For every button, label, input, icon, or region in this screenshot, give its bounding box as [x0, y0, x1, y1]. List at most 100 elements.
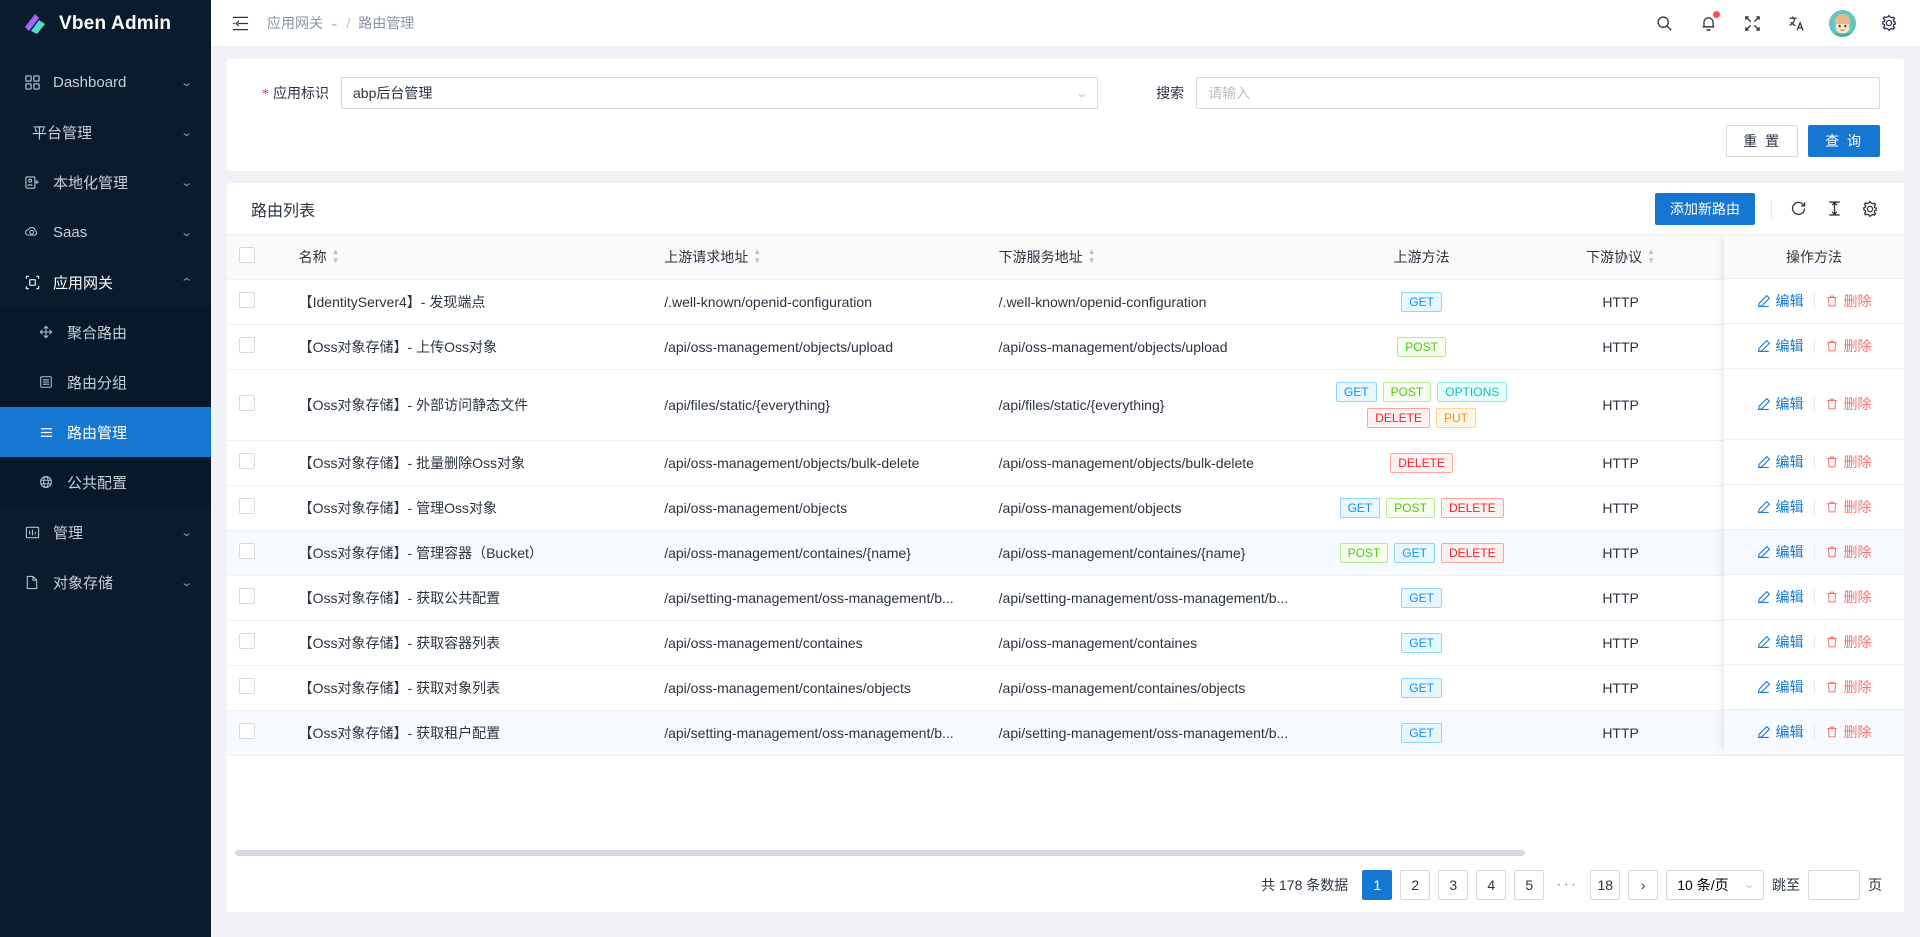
row-checkbox[interactable] — [239, 337, 255, 353]
row-checkbox[interactable] — [239, 498, 255, 514]
row-checkbox[interactable] — [239, 723, 255, 739]
app-identifier-select[interactable]: abp后台管理 ⌄ — [341, 77, 1099, 109]
row-actions: 编辑 删除 — [1724, 620, 1904, 665]
column-header-protocol[interactable]: 下游协议 ▲ ▼ — [1522, 235, 1720, 280]
sidebar-item-route-group[interactable]: 路由分组 — [0, 357, 211, 407]
page-button-2[interactable]: 2 — [1400, 870, 1431, 900]
row-checkbox[interactable] — [239, 453, 255, 469]
row-checkbox[interactable] — [239, 678, 255, 694]
gear-icon[interactable] — [1860, 199, 1880, 219]
refresh-icon[interactable] — [1788, 199, 1808, 219]
page-button-1[interactable]: 1 — [1362, 870, 1393, 900]
add-route-button[interactable]: 添加新路由 — [1655, 192, 1755, 225]
table-row[interactable]: 【Oss对象存储】- 外部访问静态文件/api/files/static/{ev… — [227, 369, 1904, 441]
bell-icon[interactable] — [1697, 11, 1720, 34]
sort-icon[interactable]: ▲ ▼ — [1087, 247, 1096, 266]
horizontal-scrollbar[interactable] — [227, 848, 1904, 858]
search-input[interactable]: 请输入 — [1196, 77, 1880, 109]
column-header-downstream[interactable]: 下游服务地址 ▲ ▼ — [986, 235, 1322, 280]
sidebar-item-localization[interactable]: 本地化管理 ⌄ — [0, 157, 211, 207]
table-row[interactable]: 【Oss对象存储】- 管理容器（Bucket）/api/oss-manageme… — [227, 530, 1904, 576]
sort-icon[interactable]: ▲ ▼ — [753, 247, 762, 266]
delete-label: 删除 — [1843, 724, 1872, 740]
query-button[interactable]: 查 询 — [1808, 125, 1880, 157]
next-page-button[interactable]: › — [1628, 870, 1659, 900]
table-row[interactable]: 【Oss对象存储】- 获取公共配置/api/setting-management… — [227, 575, 1904, 621]
avatar[interactable] — [1829, 9, 1856, 37]
action-group: 编辑 删除 — [1757, 542, 1872, 562]
page-button-last[interactable]: 18 — [1590, 870, 1621, 900]
edit-action[interactable]: 编辑 — [1757, 336, 1804, 356]
row-checkbox[interactable] — [239, 633, 255, 649]
jump-input[interactable] — [1808, 870, 1860, 900]
row-checkbox[interactable] — [239, 543, 255, 559]
delete-action[interactable]: 删除 — [1825, 497, 1872, 517]
table-row[interactable]: 【Oss对象存储】- 获取租户配置/api/setting-management… — [227, 710, 1904, 756]
table-row[interactable]: 【IdentityServer4】- 发现端点/.well-known/open… — [227, 279, 1904, 325]
delete-action[interactable]: 删除 — [1825, 587, 1872, 607]
search-icon[interactable] — [1653, 12, 1675, 34]
sidebar-item-dashboard[interactable]: Dashboard ⌄ — [0, 57, 211, 107]
delete-action[interactable]: 删除 — [1825, 722, 1872, 742]
sidebar-collapse-icon[interactable] — [229, 12, 251, 34]
sidebar-item-object-storage[interactable]: 对象存储 ⌄ — [0, 557, 211, 607]
sidebar-item-gateway[interactable]: 应用网关 ⌃ — [0, 257, 211, 307]
delete-action[interactable]: 删除 — [1825, 677, 1872, 697]
sidebar-item-global-config[interactable]: 公共配置 — [0, 457, 211, 507]
page-button-4[interactable]: 4 — [1476, 870, 1507, 900]
delete-action[interactable]: 删除 — [1825, 336, 1872, 356]
column-header-name[interactable]: 名称 ▲ ▼ — [286, 235, 653, 280]
logo-row[interactable]: Vben Admin — [0, 0, 211, 47]
select-all-checkbox[interactable] — [239, 247, 255, 264]
delete-action[interactable]: 删除 — [1825, 452, 1872, 472]
edit-action[interactable]: 编辑 — [1757, 722, 1804, 742]
table-row[interactable]: 【Oss对象存储】- 获取对象列表/api/oss-management/con… — [227, 665, 1904, 711]
sort-icon[interactable]: ▲ ▼ — [1647, 247, 1656, 266]
edit-action[interactable]: 编辑 — [1757, 677, 1804, 697]
cell-downstream-path: /api/setting-management/oss-management/b… — [986, 575, 1322, 621]
edit-action[interactable]: 编辑 — [1757, 291, 1804, 311]
edit-action[interactable]: 编辑 — [1757, 542, 1804, 562]
table-row[interactable]: 【Oss对象存储】- 上传Oss对象/api/oss-management/ob… — [227, 324, 1904, 370]
row-checkbox[interactable] — [239, 395, 255, 411]
page-button-3[interactable]: 3 — [1438, 870, 1469, 900]
edit-action[interactable]: 编辑 — [1757, 632, 1804, 652]
row-height-icon[interactable] — [1824, 199, 1844, 219]
table-row[interactable]: 【Oss对象存储】- 获取容器列表/api/oss-management/con… — [227, 620, 1904, 666]
scrollbar-thumb[interactable] — [235, 850, 1525, 856]
sidebar-item-route-manage[interactable]: 路由管理 — [0, 407, 211, 457]
delete-action[interactable]: 删除 — [1825, 632, 1872, 652]
trash-icon — [1826, 340, 1837, 352]
gear-icon[interactable] — [1878, 12, 1900, 34]
sidebar-item-aggregate-route[interactable]: 聚合路由 — [0, 307, 211, 357]
edit-action[interactable]: 编辑 — [1757, 587, 1804, 607]
table-row[interactable]: 【Oss对象存储】- 管理Oss对象/api/oss-management/ob… — [227, 485, 1904, 531]
sidebar-item-manage[interactable]: 管理 ⌄ — [0, 507, 211, 557]
sidebar-item-platform-manage[interactable]: 平台管理 ⌄ — [0, 107, 211, 157]
chevron-down-icon[interactable]: ⌄ — [328, 17, 340, 29]
edit-action[interactable]: 编辑 — [1757, 394, 1804, 414]
cell-downstream-protocol: HTTP — [1522, 530, 1720, 576]
action-group: 编辑 删除 — [1757, 587, 1872, 607]
delete-action[interactable]: 删除 — [1825, 542, 1872, 562]
reset-button[interactable]: 重 置 — [1726, 125, 1799, 157]
edit-label: 编辑 — [1775, 293, 1804, 309]
row-checkbox[interactable] — [239, 588, 255, 604]
page-size-select[interactable]: 10 条/页 ⌄ — [1666, 870, 1764, 900]
translate-icon[interactable] — [1785, 12, 1807, 34]
sidebar-item-label: Dashboard — [53, 73, 127, 91]
row-checkbox[interactable] — [239, 292, 255, 308]
edit-action[interactable]: 编辑 — [1757, 452, 1804, 472]
page-button-5[interactable]: 5 — [1514, 870, 1545, 900]
table-scroll-area[interactable]: 名称 ▲ ▼ 上游请求地址 ▲ ▼ — [227, 235, 1904, 848]
fullscreen-icon[interactable] — [1741, 12, 1763, 34]
sort-icon[interactable]: ▲ ▼ — [331, 247, 340, 266]
column-header-upstream[interactable]: 上游请求地址 ▲ ▼ — [652, 235, 987, 280]
delete-action[interactable]: 删除 — [1825, 291, 1872, 311]
object-storage-icon — [22, 575, 42, 590]
breadcrumb-parent[interactable]: 应用网关 — [267, 15, 323, 31]
delete-action[interactable]: 删除 — [1825, 394, 1872, 414]
edit-action[interactable]: 编辑 — [1757, 497, 1804, 517]
sidebar-item-saas[interactable]: Saas ⌄ — [0, 207, 211, 257]
table-row[interactable]: 【Oss对象存储】- 批量删除Oss对象/api/oss-management/… — [227, 440, 1904, 486]
